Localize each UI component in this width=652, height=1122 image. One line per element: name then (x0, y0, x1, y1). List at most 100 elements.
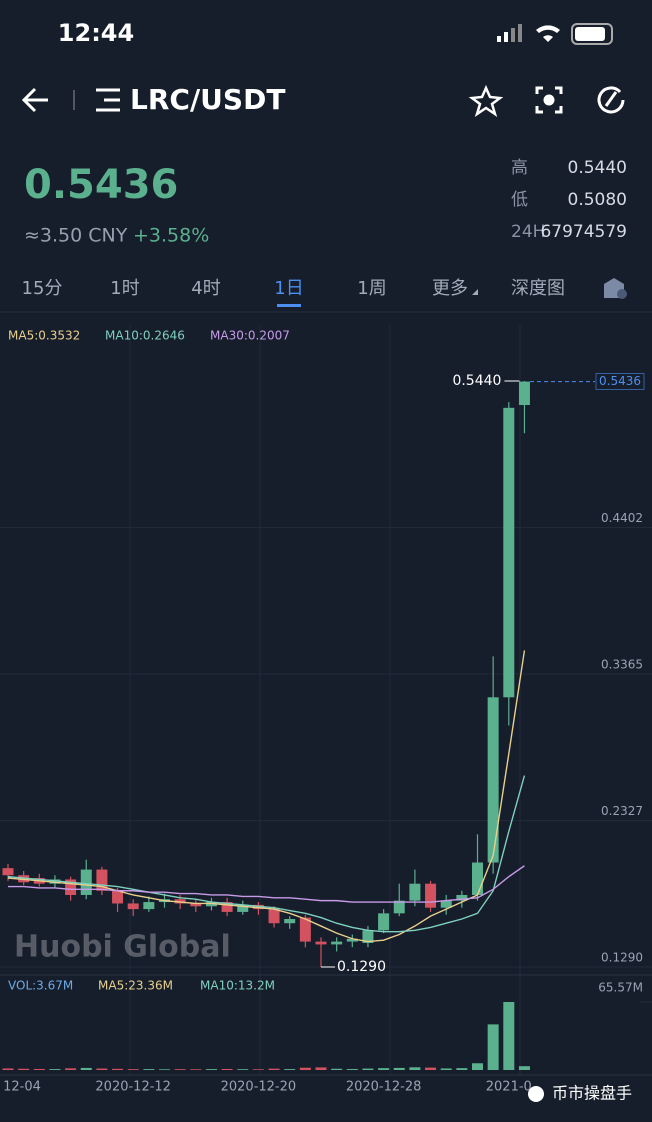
vol-bar (18, 1068, 30, 1070)
back-button[interactable] (21, 87, 48, 113)
watermark: Huobi Global (14, 930, 231, 965)
stat-label: 低 (511, 190, 528, 210)
vol-bar (33, 1068, 45, 1070)
candle-body (80, 869, 92, 895)
wechat-icon (528, 1086, 544, 1102)
vol-bar (237, 1069, 249, 1070)
candle-body (205, 902, 217, 907)
tab[interactable]: 更多 (432, 278, 468, 299)
vol-bar (159, 1069, 170, 1070)
candle-body (190, 903, 202, 907)
candle-body (362, 930, 374, 943)
vol-bar (80, 1067, 92, 1070)
candle-body (143, 902, 155, 910)
candle-body (252, 904, 264, 910)
settings-icon[interactable] (604, 278, 627, 299)
ma-line (8, 865, 525, 903)
refresh-icon[interactable] (597, 86, 625, 114)
candle-body (409, 883, 421, 901)
vol-bar (299, 1067, 311, 1070)
tab[interactable]: 4时 (191, 278, 220, 299)
candle-body (503, 407, 515, 698)
more-caret (472, 289, 478, 295)
stat-value: 0.5440 (568, 158, 627, 178)
tab[interactable]: 深度图 (511, 278, 565, 299)
menu-icon[interactable] (96, 88, 120, 112)
candle-body (518, 381, 530, 406)
pair-title[interactable]: LRC/USDT (130, 83, 285, 116)
ma-line (7, 775, 526, 933)
vol-bar (127, 1069, 139, 1070)
vol-legend: MA5:23.36M (98, 979, 173, 993)
y-tick-label: 0.3365 (601, 658, 643, 672)
candle-body (96, 869, 108, 891)
candle-body (112, 890, 124, 904)
stat-value: 0.5080 (568, 190, 627, 210)
ma-legend: MA10:0.2646 (105, 329, 185, 343)
vol-bar (252, 1069, 264, 1070)
vol-bar (472, 1063, 483, 1070)
x-tick-label: 2020-12-12 (95, 1080, 171, 1095)
vol-bar (393, 1067, 405, 1070)
tab[interactable]: 1时 (110, 278, 139, 299)
vol-bar (425, 1067, 437, 1070)
vol-bar (487, 1024, 499, 1070)
y-tick-label: 0.4402 (601, 511, 643, 525)
tab[interactable]: 15分 (22, 278, 63, 299)
vol-bar (331, 1068, 343, 1070)
candle-body (487, 697, 499, 863)
candle-body (440, 900, 452, 908)
x-tick-label: 12-04 (3, 1080, 41, 1095)
vol-bar (284, 1069, 296, 1070)
vol-bar (518, 1066, 530, 1070)
status-icons (497, 23, 613, 45)
candle-body (393, 900, 405, 914)
vol-bar (190, 1069, 202, 1070)
candle-body (346, 938, 358, 942)
vol-bar (96, 1068, 108, 1070)
tab-indicator (277, 304, 301, 307)
watermark-account: 币市操盘手 (552, 1084, 632, 1103)
vol-bar (205, 1069, 217, 1070)
vol-bar (456, 1068, 468, 1070)
tab[interactable]: 1周 (357, 278, 386, 299)
vol-tick-label: 65.57M (598, 981, 643, 995)
favorite-icon[interactable] (468, 84, 504, 117)
y-tick-label: 0.2327 (601, 804, 643, 818)
vol-bar (315, 1067, 327, 1070)
vol-bar (503, 1002, 515, 1070)
x-tick-label: 2020-12-28 (346, 1080, 422, 1095)
ma-legend: MA5:0.3532 (8, 329, 80, 343)
change-percent: +3.58% (133, 225, 209, 247)
last-price-label: 0.5436 (599, 374, 641, 388)
candle-body (331, 941, 343, 945)
candle-body (472, 862, 483, 895)
candle-body (299, 917, 311, 942)
candle-body (49, 879, 61, 884)
tab[interactable]: 1日 (274, 278, 303, 299)
last-price: 0.5436 (24, 162, 178, 208)
status-time: 12:44 (58, 19, 134, 47)
y-tick-label: 0.1290 (601, 951, 643, 965)
vol-legend: MA10:13.2M (200, 979, 275, 993)
candle-body (127, 903, 139, 910)
stat-label: 24H (511, 222, 545, 242)
candle-body (221, 902, 233, 912)
candle-body (378, 913, 390, 931)
x-tick-label: 2021-0 (486, 1080, 532, 1095)
vol-bar (65, 1068, 77, 1070)
cny-price: ≈3.50 CNY (24, 225, 128, 247)
vol-bar (221, 1068, 233, 1070)
candle-body (268, 909, 280, 924)
last-price-box (595, 373, 645, 390)
min-label: 0.1290 (337, 959, 386, 975)
vol-bar (346, 1068, 358, 1070)
candle-body (456, 894, 468, 901)
candle-body (237, 904, 249, 912)
vol-bar (174, 1069, 186, 1070)
candle-body (174, 899, 186, 904)
scan-icon[interactable] (535, 86, 563, 114)
